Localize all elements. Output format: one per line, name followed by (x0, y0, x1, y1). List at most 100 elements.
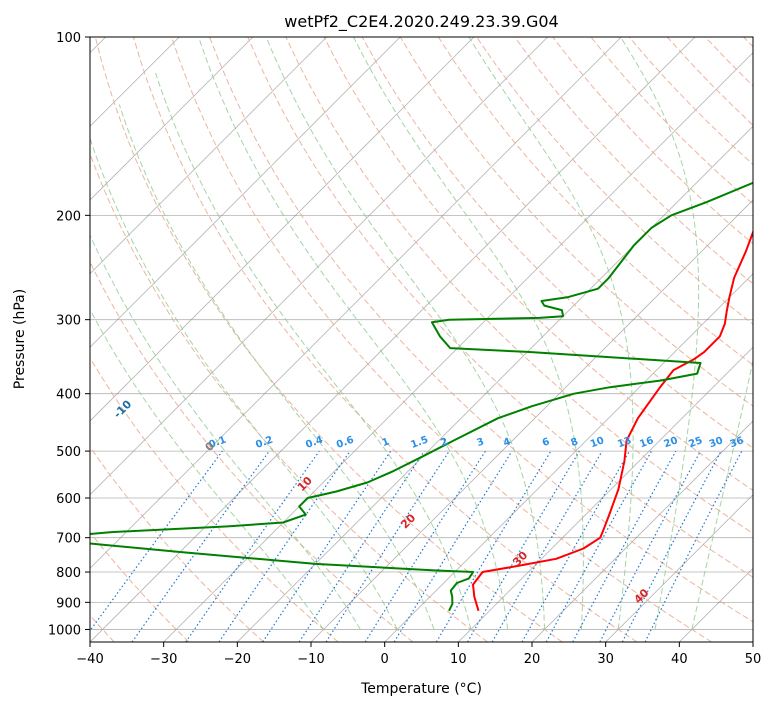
mixing-ratio-label: 0.4 (304, 435, 324, 451)
x-tick-label: 20 (524, 652, 541, 667)
dry-adiabat-line (90, 152, 488, 642)
isotherm-line (679, 567, 753, 642)
dewpoint-profile-line (90, 181, 753, 612)
line-labels: 0.10.20.40.611.52346810131620253036-100-… (31, 360, 746, 606)
mixing-ratio-line (644, 450, 743, 642)
isotherm-line (90, 37, 622, 569)
moist-adiabat-line (155, 72, 472, 630)
isotherm-line (90, 37, 401, 348)
isotherm-line (237, 125, 753, 642)
y-tick-label: 200 (56, 209, 81, 224)
isotherm-line (90, 37, 548, 496)
x-tick-label: 40 (671, 652, 688, 667)
chart-title: wetPf2_C2E4.2020.249.23.39.G04 (284, 12, 558, 32)
mixing-ratio-label: 16 (638, 435, 655, 450)
plot-frame (89, 36, 754, 643)
dry-adiabat-line (171, 37, 712, 642)
dry-adiabat-line (247, 37, 753, 578)
dry-adiabat-label: 10 (295, 474, 315, 494)
y-axis: 100 200 300 400 500 600 700 800 900 1000 (48, 31, 90, 638)
mixing-ratio-label: 30 (708, 435, 725, 450)
mixing-ratio-line (435, 450, 552, 642)
x-axis-label: Temperature (°C) (360, 681, 482, 697)
moist-adiabat-line (468, 37, 634, 630)
y-tick-label: 300 (56, 314, 81, 329)
moist-adiabat-line (353, 37, 584, 630)
background-lines (90, 37, 753, 642)
mixing-ratio-line (572, 450, 677, 642)
mixing-ratio-label: 2 (439, 436, 449, 449)
y-tick-label: 1000 (48, 623, 81, 638)
temperature-profile-line (472, 229, 753, 612)
y-axis-label: Pressure (hPa) (12, 289, 28, 389)
mixing-ratio-line (393, 450, 513, 642)
mixing-ratio-label: 25 (687, 435, 704, 450)
mixing-ratio-label: 1 (381, 436, 391, 449)
dry-adiabat-line (437, 37, 753, 366)
isotherm-line (163, 52, 753, 642)
moist-adiabat-line (118, 104, 435, 630)
mixing-ratio-label: 36 (729, 435, 746, 450)
dry-adiabat-line (90, 260, 414, 642)
x-tick-label: −20 (224, 652, 251, 667)
dry-adiabat-line (90, 446, 264, 642)
dry-adiabat-line (209, 37, 753, 623)
x-tick-label: −30 (150, 652, 177, 667)
isotherm-line (90, 37, 475, 422)
x-tick-label: 0 (381, 652, 389, 667)
mixing-ratio-line (521, 450, 631, 642)
isotherm-line (90, 37, 696, 642)
mixing-ratio-line (599, 450, 702, 642)
dry-adiabat-line (132, 37, 638, 642)
x-tick-label: −40 (76, 652, 103, 667)
y-tick-label: 600 (56, 492, 81, 507)
isotherm-line (384, 273, 753, 642)
y-tick-label: 800 (56, 566, 81, 581)
x-axis: −40 −30 −20 −10 0 10 20 30 40 50 (76, 642, 761, 667)
mixing-ratio-line (131, 450, 270, 642)
x-tick-label: 50 (745, 652, 762, 667)
mixing-ratio-line (325, 450, 450, 642)
mixing-ratio-line (298, 450, 425, 642)
mixing-ratio-line (262, 450, 392, 642)
isotherm-line (90, 37, 254, 201)
isotherm-line (605, 494, 753, 642)
y-tick-label: 400 (56, 388, 81, 403)
dry-adiabat-line (399, 37, 753, 407)
y-tick-label: 500 (56, 445, 81, 460)
moist-adiabat-line (265, 37, 546, 630)
y-tick-label: 100 (56, 31, 81, 46)
mixing-ratio-label: 8 (569, 436, 579, 449)
mixing-ratio-label: 13 (616, 435, 633, 450)
dry-adiabat-line (552, 37, 753, 245)
x-tick-label: −10 (297, 652, 324, 667)
mixing-ratio-label: 0.6 (335, 435, 355, 451)
isotherm-line (310, 199, 753, 642)
isotherm-line (531, 420, 753, 642)
mixing-ratio-label: 3 (475, 436, 485, 449)
mixing-ratio-line (545, 450, 653, 642)
mixing-ratio-line (466, 450, 580, 642)
dry-adiabat-line (514, 37, 753, 285)
dry-adiabat-line (361, 37, 753, 449)
dry-adiabat-line (666, 37, 753, 126)
mixing-ratio-line (185, 450, 320, 642)
mixing-ratio-label: 6 (541, 436, 551, 449)
dry-adiabat-label: 40 (632, 586, 652, 606)
profile-lines (90, 181, 753, 612)
isotherm-line (752, 641, 753, 642)
mixing-ratio-line (218, 450, 351, 642)
isotherm-line (90, 37, 327, 275)
moist-adiabat-line (90, 233, 361, 630)
y-tick-label: 900 (56, 596, 81, 611)
dry-adiabat-label: -20 (31, 360, 54, 383)
y-tick-label: 700 (56, 532, 81, 547)
x-tick-label: 10 (450, 652, 467, 667)
moist-adiabat-line (90, 136, 398, 630)
x-tick-label: 30 (597, 652, 614, 667)
mixing-ratio-line (90, 450, 223, 632)
isotherm-line (458, 346, 753, 642)
moist-adiabat-line (620, 37, 700, 630)
dry-adiabat-label: -10 (111, 397, 134, 420)
